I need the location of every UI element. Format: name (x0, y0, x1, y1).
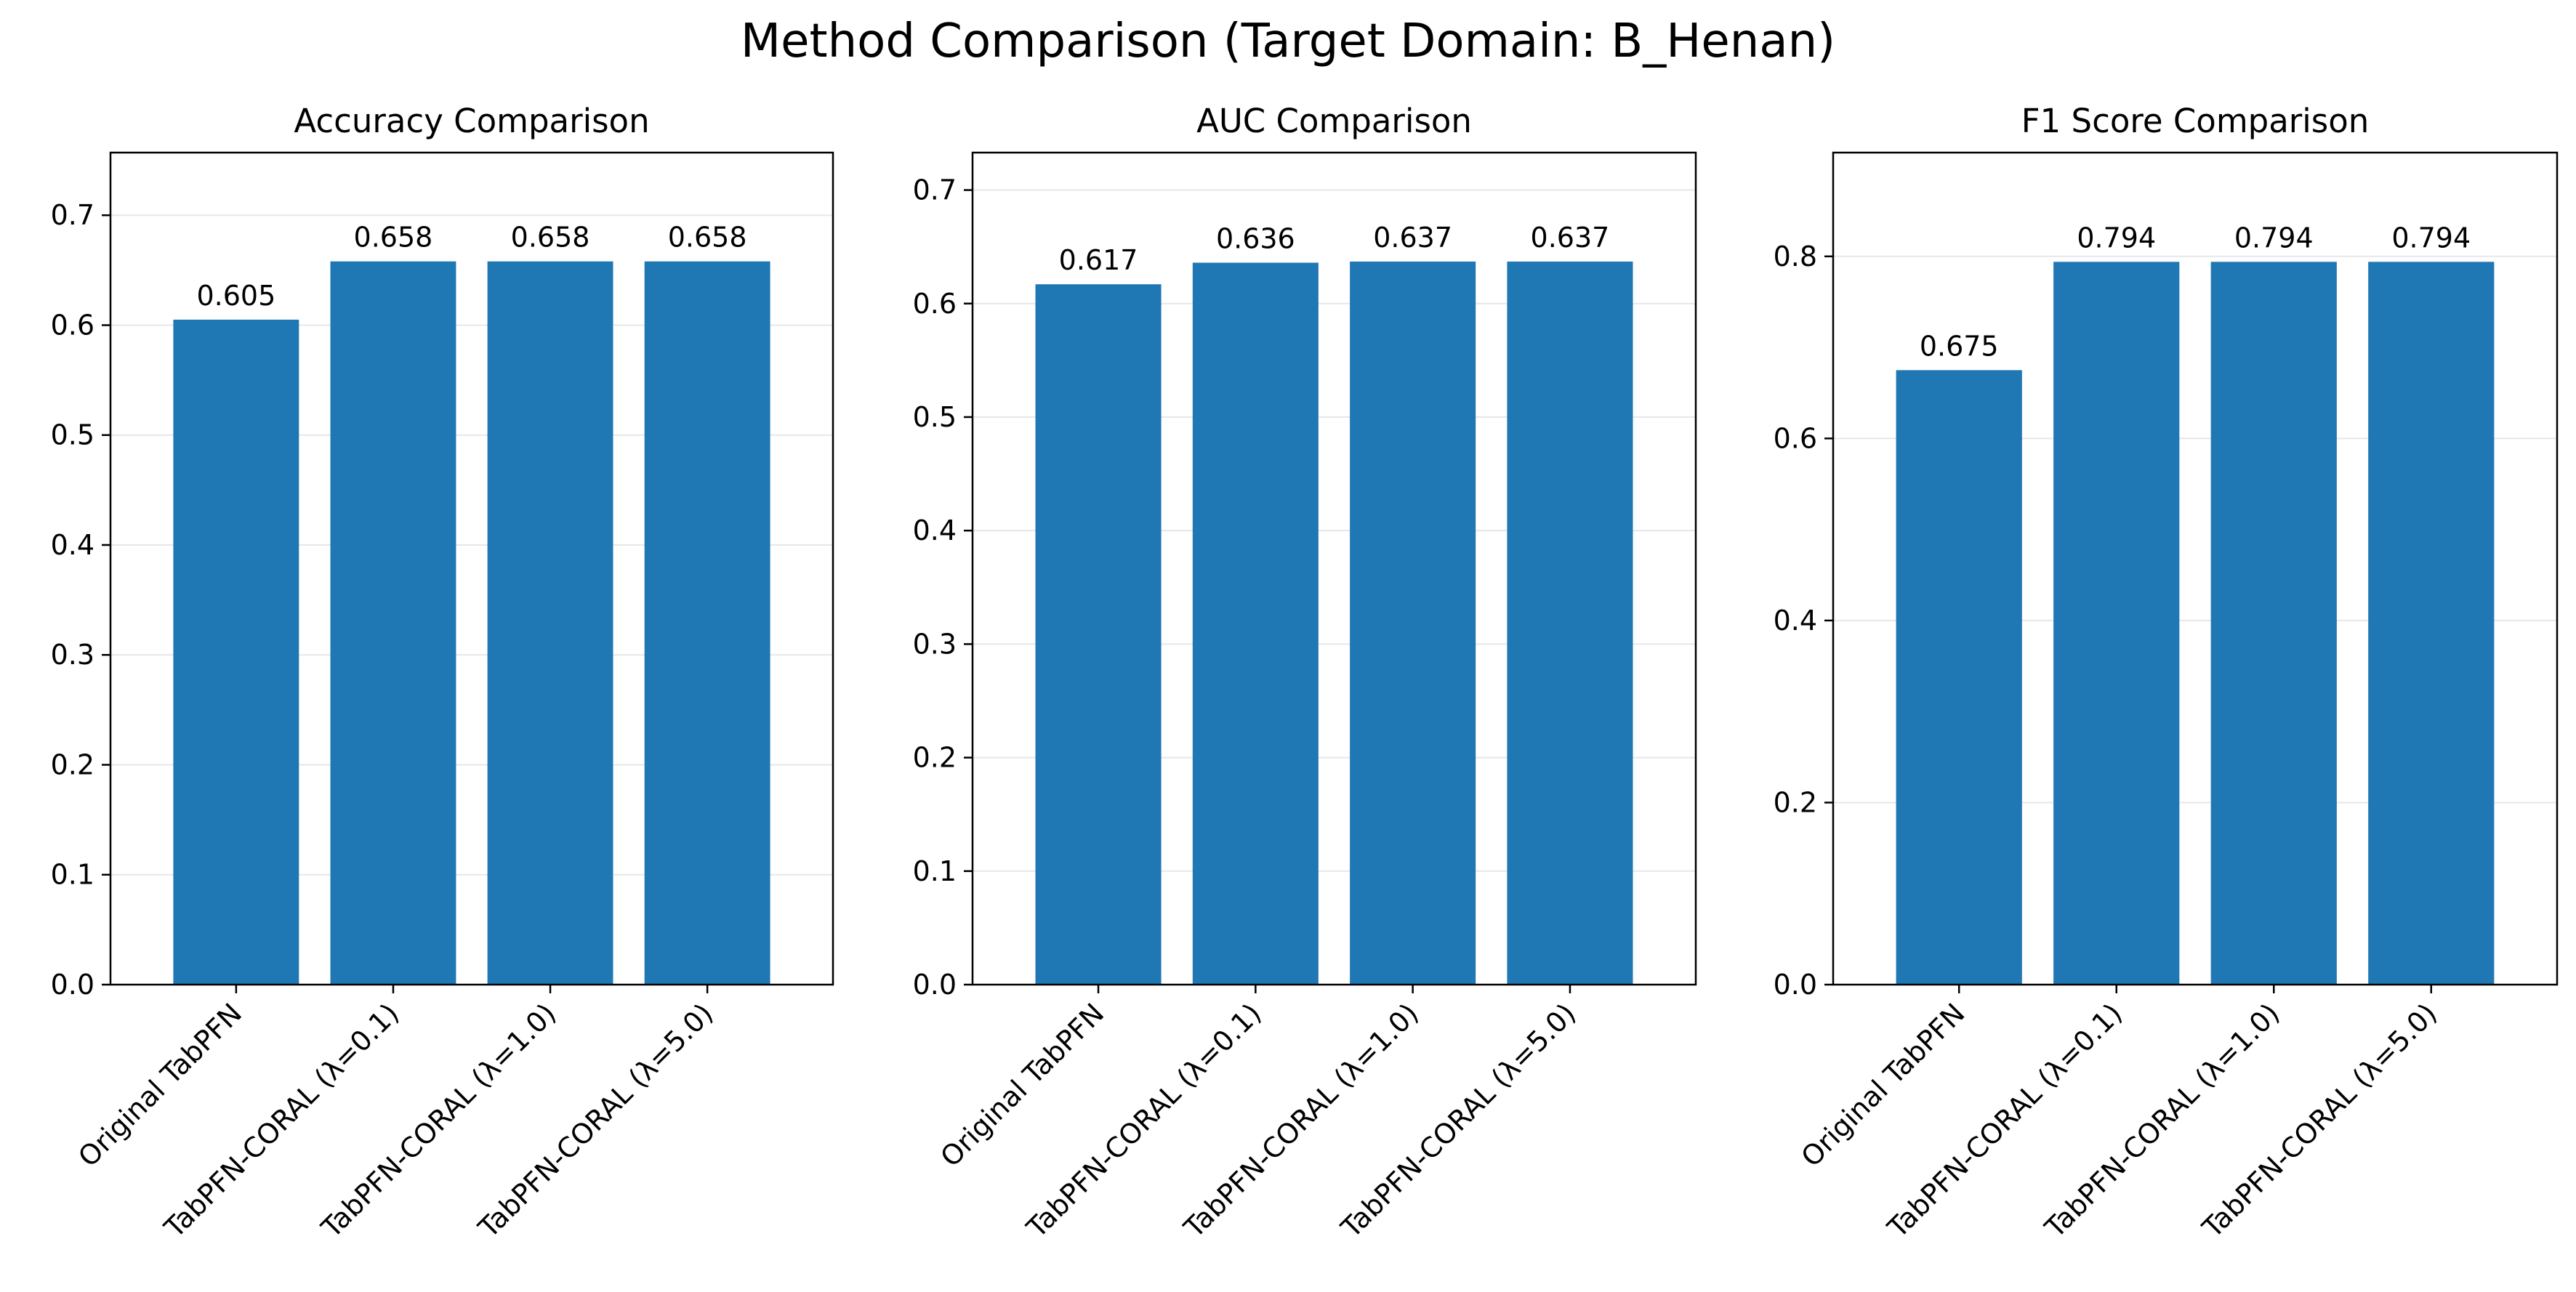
bar-value-label: 0.658 (354, 222, 433, 254)
y-tick-label: 0.7 (913, 174, 957, 206)
bar-value-label: 0.675 (1920, 330, 1999, 362)
bar-value-label: 0.636 (1216, 223, 1295, 255)
y-tick-label: 0.5 (51, 419, 94, 451)
bar (1192, 262, 1319, 985)
bar-value-label: 0.794 (2077, 222, 2156, 254)
y-tick-label: 0.1 (51, 859, 94, 891)
bar (2210, 262, 2337, 985)
subplot-title: AUC Comparison (1196, 102, 1472, 140)
y-tick-label: 0.2 (1774, 786, 1817, 818)
subplot-title: F1 Score Comparison (2021, 102, 2370, 140)
y-tick-label: 0.4 (51, 529, 94, 561)
bar (1507, 261, 1633, 985)
bar-value-label: 0.658 (511, 222, 590, 254)
y-tick-label: 0.5 (913, 401, 957, 433)
y-tick-label: 0.4 (1774, 605, 1817, 637)
y-tick-label: 0.4 (913, 514, 957, 546)
subplot-title: Accuracy Comparison (294, 102, 649, 140)
axes-frame (109, 151, 834, 986)
y-tick-label: 0.2 (913, 742, 957, 774)
y-tick-label: 0.6 (51, 309, 94, 341)
bar-value-label: 0.637 (1531, 222, 1610, 254)
y-tick-label: 0.6 (913, 288, 957, 320)
bar (2053, 262, 2180, 985)
bar-value-label: 0.658 (668, 222, 747, 254)
bar (173, 319, 299, 985)
axes-frame (1832, 151, 2559, 986)
bar (2368, 262, 2495, 985)
y-tick-label: 0.3 (913, 628, 957, 660)
bar-value-label: 0.637 (1373, 222, 1452, 254)
y-tick-label: 0.3 (51, 639, 94, 671)
y-tick-label: 0.7 (51, 199, 94, 231)
bar (1350, 261, 1476, 985)
bar-value-label: 0.605 (196, 280, 275, 312)
y-tick-label: 0.0 (913, 969, 957, 1001)
y-tick-label: 0.2 (51, 748, 94, 780)
y-tick-label: 0.1 (913, 855, 957, 887)
y-tick-label: 0.8 (1774, 241, 1817, 272)
figure-title: Method Comparison (Target Domain: B_Hena… (741, 15, 1835, 68)
bar-value-label: 0.794 (2391, 222, 2471, 254)
bar (487, 261, 613, 985)
bar (1896, 370, 2022, 985)
bar-value-label: 0.794 (2234, 222, 2314, 254)
bar (1035, 284, 1162, 985)
bar (644, 261, 770, 985)
y-tick-label: 0.0 (1774, 969, 1817, 1001)
bar (330, 261, 456, 985)
y-tick-label: 0.6 (1774, 422, 1817, 454)
axes-frame (971, 151, 1697, 986)
bar-value-label: 0.617 (1059, 244, 1138, 276)
y-tick-label: 0.0 (51, 969, 94, 1001)
